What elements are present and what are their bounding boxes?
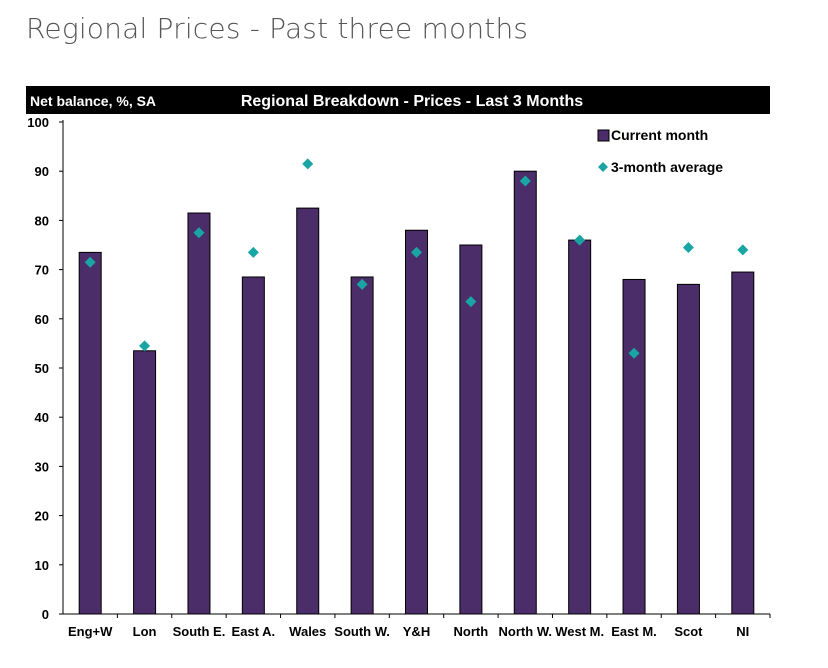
avg-marker-south-w	[356, 278, 368, 290]
x-tick-label: South E.	[173, 624, 226, 639]
bar-south-w	[350, 276, 374, 615]
y-tick-label: 100	[27, 115, 49, 130]
x-tick-label: East A.	[232, 624, 276, 639]
x-tick-label: East M.	[611, 624, 657, 639]
bar-wales	[296, 207, 320, 615]
y-tick-label: 90	[35, 164, 49, 179]
bar-lon	[133, 350, 157, 615]
avg-marker-west-m	[574, 234, 586, 246]
legend-swatch-current-month	[597, 129, 610, 142]
x-tick-label: Eng+W	[68, 624, 113, 639]
y-tick-label: 0	[42, 607, 49, 622]
avg-marker-east-a	[247, 246, 259, 258]
y-tick-label: 70	[35, 263, 49, 278]
bar-south-e	[187, 212, 211, 615]
bar-y-h	[405, 229, 428, 615]
avg-marker-y-h	[411, 246, 422, 258]
bar-north-w	[513, 170, 537, 615]
y-tick-label: 60	[35, 312, 49, 327]
x-tick-label: North	[454, 624, 489, 639]
x-tick-label: Y&H	[403, 624, 430, 639]
chart-title: Regional Breakdown - Prices - Last 3 Mon…	[241, 93, 583, 110]
avg-marker-south-e	[193, 227, 205, 239]
plot-area: 0 10 20 30 40 50 60 70 80 90 100 Eng+W Lon South E. Ea…	[27, 115, 771, 639]
avg-marker-wales	[302, 158, 314, 170]
legend-label-current-month: Current month	[611, 127, 708, 143]
x-tick-label: Wales	[289, 624, 326, 639]
x-tick-label: NI	[736, 624, 749, 639]
avg-marker-north	[465, 296, 477, 308]
bar-ni	[731, 271, 755, 615]
legend-marker-3-month-average	[598, 162, 608, 172]
y-tick-label: 30	[35, 459, 49, 474]
y-axis-label: Net balance, %, SA	[30, 93, 156, 109]
y-tick-label: 50	[35, 361, 49, 376]
bar-east-m	[622, 278, 646, 615]
y-tick-label: 10	[35, 558, 49, 573]
bar-eng-w	[78, 251, 102, 615]
avg-marker-eng-w	[84, 256, 96, 268]
avg-marker-east-m	[628, 347, 640, 359]
x-tick-label: Lon	[133, 624, 157, 639]
avg-marker-north-w	[519, 175, 531, 187]
x-tick-label: North W.	[499, 624, 552, 639]
chart-legend: Current month 3-month average	[597, 127, 723, 175]
bar-north	[459, 244, 483, 615]
avg-marker-scot	[682, 241, 694, 253]
y-tick-label: 20	[35, 509, 49, 524]
x-tick-label: South W.	[334, 624, 390, 639]
bar-west-m	[568, 239, 592, 615]
page-title: Regional Prices - Past three months	[26, 12, 529, 45]
legend-label-3-month-average: 3-month average	[611, 159, 723, 175]
y-tick-label: 80	[35, 213, 49, 228]
x-tick-label: West M.	[555, 624, 604, 639]
bar-scot	[676, 283, 700, 615]
chart-header-bar	[26, 86, 770, 114]
y-tick-label: 40	[35, 410, 49, 425]
avg-marker-lon	[139, 340, 151, 352]
bar-east-a	[241, 276, 265, 615]
x-tick-label: Scot	[674, 624, 703, 639]
avg-marker-ni	[737, 244, 749, 256]
